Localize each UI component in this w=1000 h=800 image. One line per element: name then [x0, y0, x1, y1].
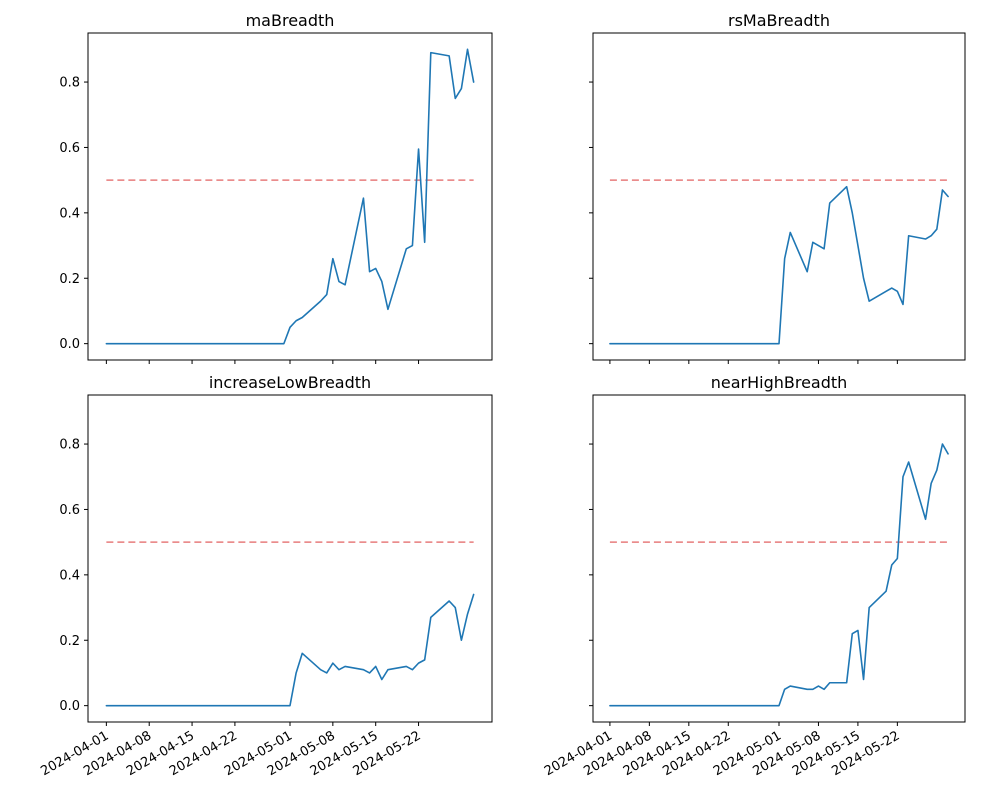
y-tick-label: 0.6 — [59, 503, 80, 518]
series-line — [105, 593, 475, 707]
y-tick-label: 0.8 — [59, 76, 80, 91]
y-tick-label: 0.0 — [59, 699, 80, 714]
chart-title-rs-ma-breadth: rsMaBreadth — [728, 11, 830, 30]
axes-frame — [87, 394, 493, 723]
y-tick-label: 0.2 — [59, 272, 80, 287]
chart-title-increase-low-breadth: increaseLowBreadth — [209, 373, 371, 392]
plot-maBreadth: 0.0 0.2 0.4 0.6 0.8 — [59, 32, 493, 364]
axes-frame — [592, 32, 966, 361]
plot-nearHighBreadth: 2024-04-012024-04-082024-04-152024-04-22… — [542, 394, 966, 779]
y-tick-label: 0.0 — [59, 337, 80, 352]
plot-increaseLowBreadth: 0.00.20.40.60.82024-04-012024-04-082024-… — [38, 394, 493, 779]
y-tick-label: 0.6 — [59, 141, 80, 156]
plot-rsMaBreadth — [589, 32, 966, 364]
series-line — [105, 48, 475, 345]
y-tick-label: 0.2 — [59, 634, 80, 649]
series-line — [609, 443, 949, 707]
axes-frame — [87, 32, 493, 361]
y-tick-label: 0.4 — [59, 206, 80, 221]
chart-title-near-high-breadth: nearHighBreadth — [711, 373, 848, 392]
y-tick-label: 0.4 — [59, 568, 80, 583]
y-tick-label: 0.8 — [59, 438, 80, 453]
plots-group: 0.0 0.2 0.4 0.6 0.8 0.0 0.2 0.4 0.6 0.8 2024-04-01… — [38, 32, 966, 779]
chart-title-ma-breadth: maBreadth — [246, 11, 335, 30]
axes-frame — [592, 394, 966, 723]
series-line — [609, 185, 949, 345]
